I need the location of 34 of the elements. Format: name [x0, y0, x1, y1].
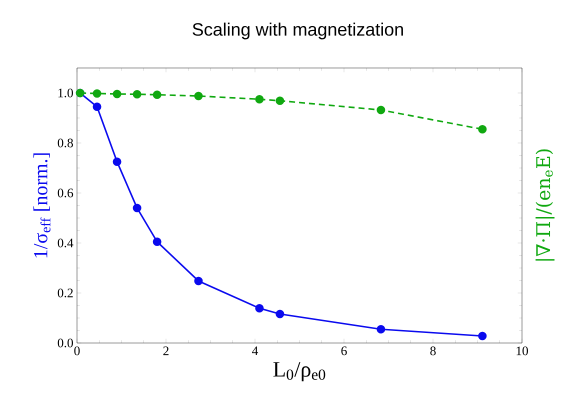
point [112, 157, 122, 166]
y-tick-label: 0.8 [58, 138, 73, 148]
x-tick-label: 10 [516, 346, 528, 356]
x-axis-title: L$_{0}$/ρ$_{e0}$ [273, 362, 326, 382]
y-tick-label: 0.0 [58, 338, 73, 348]
point [194, 276, 203, 286]
point [92, 89, 102, 98]
x-tick-label: 6 [341, 346, 347, 356]
point [478, 332, 487, 340]
point [478, 124, 487, 134]
chart-title: Scaling with magnetization [192, 22, 403, 40]
y-tick-label: 0.6 [58, 188, 74, 198]
y2-axis-title: |∇·Π|/(en$_{e}$E) [536, 149, 554, 261]
point [276, 310, 284, 318]
y-tick-label: 1.0 [58, 88, 73, 98]
x-tick-label: 0 [74, 346, 80, 356]
y-tick-label: 0.2 [58, 288, 73, 298]
point [255, 94, 264, 104]
point [276, 96, 284, 106]
x-tick-label: 4 [252, 346, 258, 356]
y-axis-title: 1/σ$_{eff}$ [norm.] [33, 153, 50, 258]
point [194, 92, 203, 100]
point [255, 304, 264, 313]
point [152, 237, 162, 246]
point [92, 102, 102, 112]
point [152, 90, 162, 100]
y-tick-label: 0.4 [58, 238, 74, 248]
point [132, 90, 142, 99]
point [376, 106, 386, 114]
x-tick-label: 8 [430, 346, 436, 356]
point [376, 324, 386, 334]
point [112, 90, 122, 98]
point [132, 204, 142, 212]
x-tick-label: 2 [163, 346, 169, 356]
